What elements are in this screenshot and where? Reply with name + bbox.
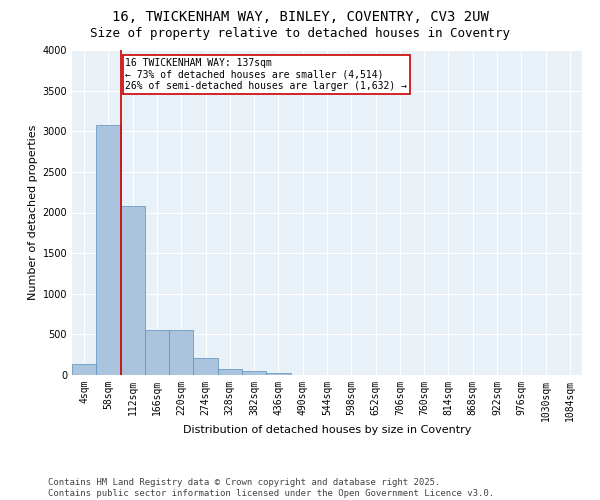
Bar	[242, 372, 266, 375]
Bar	[193, 358, 218, 375]
Text: 16, TWICKENHAM WAY, BINLEY, COVENTRY, CV3 2UW: 16, TWICKENHAM WAY, BINLEY, COVENTRY, CV…	[112, 10, 488, 24]
Bar	[266, 374, 290, 375]
Bar	[169, 330, 193, 375]
Text: 16 TWICKENHAM WAY: 137sqm
← 73% of detached houses are smaller (4,514)
26% of se: 16 TWICKENHAM WAY: 137sqm ← 73% of detac…	[125, 58, 407, 92]
Bar	[145, 330, 169, 375]
Bar	[121, 206, 145, 375]
Bar	[96, 124, 121, 375]
Text: Contains HM Land Registry data © Crown copyright and database right 2025.
Contai: Contains HM Land Registry data © Crown c…	[48, 478, 494, 498]
Bar	[218, 369, 242, 375]
Bar	[72, 364, 96, 375]
Text: Size of property relative to detached houses in Coventry: Size of property relative to detached ho…	[90, 28, 510, 40]
X-axis label: Distribution of detached houses by size in Coventry: Distribution of detached houses by size …	[183, 425, 471, 435]
Y-axis label: Number of detached properties: Number of detached properties	[28, 125, 38, 300]
